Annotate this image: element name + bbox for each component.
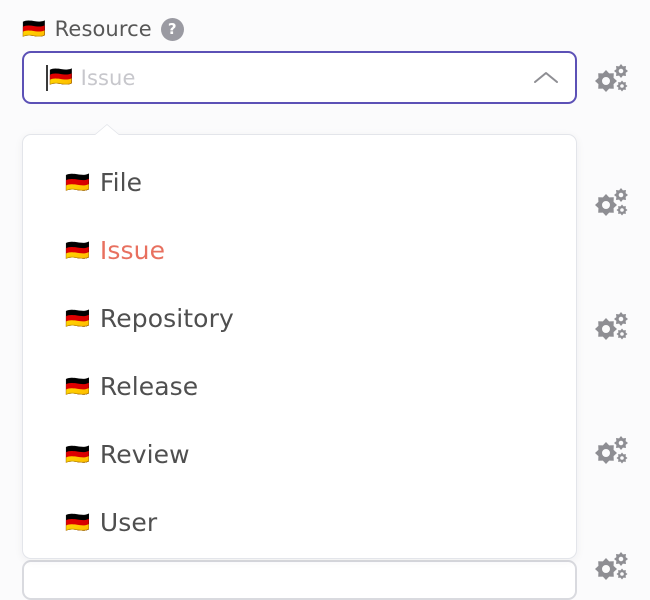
resource-combobox[interactable]: 🇩🇪 Issue [22, 51, 577, 104]
dropdown-option-label: Repository [99, 303, 234, 333]
dropdown-option-release[interactable]: 🇩🇪 Release [23, 361, 576, 411]
resource-dropdown-list: 🇩🇪 File 🇩🇪 Issue 🇩🇪 Repository 🇩🇪 Release 🇩🇪 Revi… [22, 134, 577, 559]
dropdown-option-label: Issue [99, 235, 166, 265]
background-field-below[interactable] [22, 560, 577, 600]
de-flag-icon: 🇩🇪 [65, 306, 90, 330]
page-title: Resource [54, 17, 152, 41]
dropdown-option-issue[interactable]: 🇩🇪 Issue [23, 225, 576, 275]
de-flag-icon: 🇩🇪 [65, 238, 90, 262]
de-flag-icon: 🇩🇪 [65, 170, 90, 194]
de-flag-icon: 🇩🇪 [49, 66, 73, 88]
de-flag-icon: 🇩🇪 [65, 374, 90, 398]
dropdown-option-review[interactable]: 🇩🇪 Review [23, 429, 576, 479]
dropdown-notch [94, 125, 120, 136]
dropdown-option-repository[interactable]: 🇩🇪 Repository [23, 293, 576, 343]
settings-gear-1[interactable] [592, 60, 632, 100]
dropdown-option-file[interactable]: 🇩🇪 File [23, 157, 576, 207]
dropdown-option-label: Review [99, 439, 190, 469]
dropdown-option-user[interactable]: 🇩🇪 User [23, 497, 576, 547]
dropdown-option-label: User [99, 507, 158, 537]
field-label-row: 🇩🇪 Resource ? [22, 13, 184, 45]
dropdown-option-label: File [99, 167, 143, 197]
chevron-up-icon[interactable] [531, 63, 561, 93]
settings-gear-3[interactable] [592, 308, 632, 348]
de-flag-icon: 🇩🇪 [65, 510, 90, 534]
resource-input-placeholder[interactable]: Issue [80, 65, 136, 90]
de-flag-icon: 🇩🇪 [65, 442, 90, 466]
settings-gear-5[interactable] [592, 548, 632, 588]
settings-gear-4[interactable] [592, 432, 632, 472]
help-circle-icon[interactable]: ? [160, 17, 184, 41]
text-caret [46, 64, 48, 91]
settings-gear-2[interactable] [592, 184, 632, 224]
de-flag-icon: 🇩🇪 [22, 17, 46, 40]
dropdown-option-label: Release [99, 371, 199, 401]
